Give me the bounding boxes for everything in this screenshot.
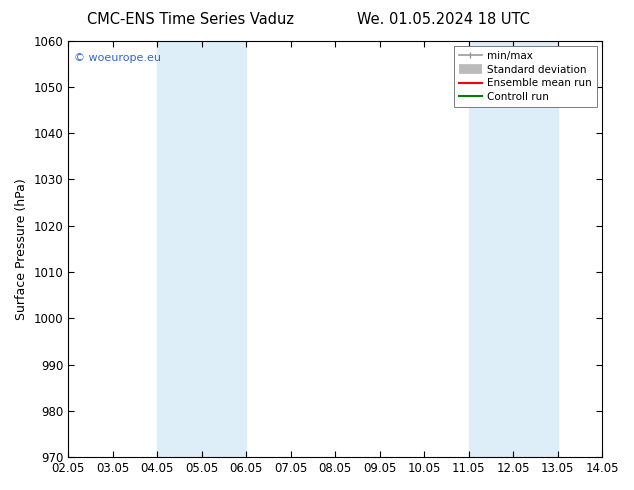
Bar [157, 41, 246, 457]
Text: © woeurope.eu: © woeurope.eu [74, 53, 160, 63]
Bar [469, 41, 558, 457]
Y-axis label: Surface Pressure (hPa): Surface Pressure (hPa) [15, 178, 28, 320]
Text: CMC-ENS Time Series Vaduz: CMC-ENS Time Series Vaduz [87, 12, 294, 27]
Text: We. 01.05.2024 18 UTC: We. 01.05.2024 18 UTC [358, 12, 530, 27]
Legend: min/max, Standard deviation, Ensemble mean run, Controll run: min/max, Standard deviation, Ensemble me… [454, 46, 597, 107]
